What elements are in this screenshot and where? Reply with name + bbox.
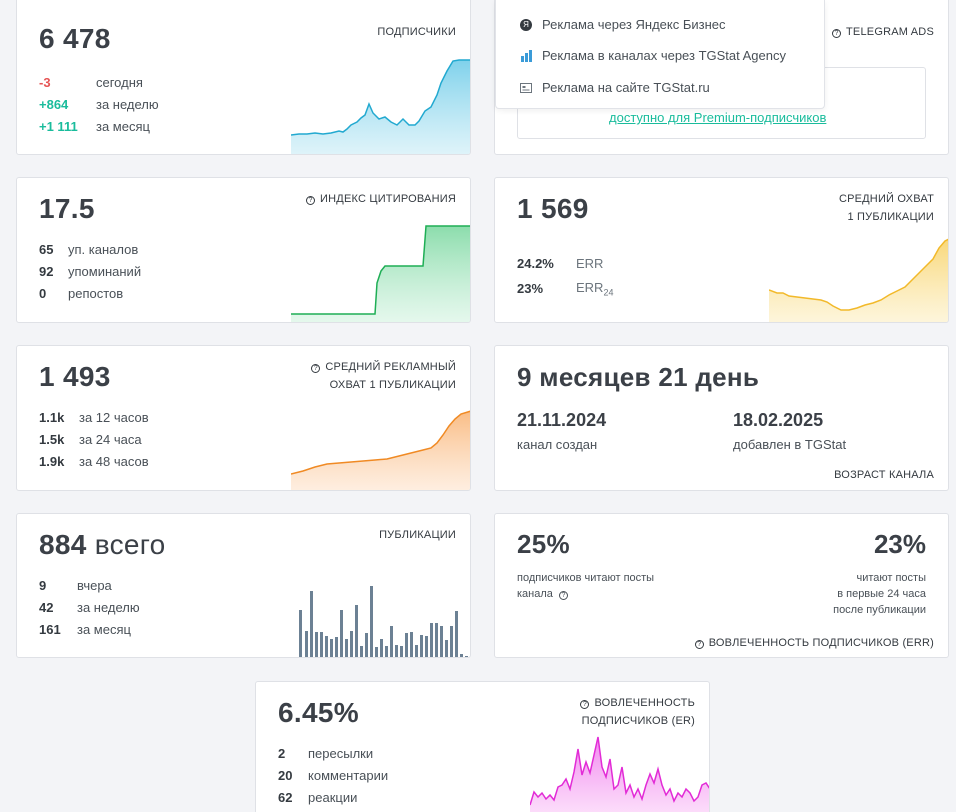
stat-row-mentions: 92 упоминаний	[39, 263, 142, 279]
avg-reach-label: средний охват 1 публикации	[838, 193, 934, 223]
citation-stats: 65 уп. каналов 92 упоминаний 0 репостов	[39, 238, 141, 304]
telegram-ads-label: ? telegram ads	[832, 23, 934, 41]
help-icon[interactable]: ?	[558, 591, 568, 600]
subscribers-sparkline	[291, 59, 470, 154]
stat-row-err24: 23% ERR24	[517, 279, 614, 298]
er-label: ? вовлеченность подписчиков (ER)	[580, 697, 695, 727]
stat-row-48h: 1.9k за 48 часов	[39, 453, 149, 469]
menu-item-tgstat-site[interactable]: Реклама на сайте TGStat.ru	[520, 80, 710, 95]
publications-label: публикации	[379, 529, 456, 541]
ad-reach-stats: 1.1k за 12 часов 1.5k за 24 часа 1.9k за 48…	[39, 406, 149, 472]
ads-dropdown-menu: Я Реклама через Яндекс Бизнес Реклама в …	[495, 0, 825, 109]
stat-row-week: +864 за неделю	[39, 96, 159, 112]
err-left-text: подписчиков читают посты канала ?	[517, 572, 655, 600]
stat-row-err: 24.2% ERR	[517, 256, 604, 271]
avg-reach-card[interactable]: 1 569 средний охват 1 публикации 24.2% ERR…	[494, 177, 949, 323]
help-icon[interactable]: ?	[694, 640, 704, 649]
er-stats: 2 пересылки 20 комментарии 62 реакции	[278, 742, 388, 808]
help-icon[interactable]: ?	[832, 29, 842, 38]
ad-reach-sparkline	[291, 410, 470, 490]
avg-reach-stats: 24.2% ERR 23% ERR24	[517, 251, 613, 301]
stat-row-12h: 1.1k за 12 часов	[39, 409, 149, 425]
publications-card[interactable]: 884 всего публикации 9 вчера 42 за неделю …	[16, 513, 471, 658]
help-icon[interactable]: ?	[580, 700, 590, 709]
channel-age-value: 9 месяцев 21 день	[517, 362, 760, 392]
citation-label: ? индекс цитирования	[306, 190, 456, 208]
ad-card-icon	[520, 82, 532, 93]
avg-reach-sparkline	[769, 238, 948, 322]
stat-row-month: 161 за месяц	[39, 621, 131, 637]
publications-stats: 9 вчера 42 за неделю 161 за месяц	[39, 574, 140, 640]
er-value: 6.45%	[278, 697, 359, 728]
channel-age-card[interactable]: 9 месяцев 21 день 21.11.2024 канал созда…	[494, 345, 949, 491]
created-label: канал создан	[517, 437, 598, 452]
publications-total: 884 всего	[39, 529, 166, 560]
stat-row-24h: 1.5k за 24 часа	[39, 431, 142, 447]
stat-row-reactions: 62 реакции	[278, 789, 358, 805]
subscribers-stats: -3 сегодня +864 за неделю +1 111 за месяц	[39, 71, 159, 137]
stat-row-month: +1 111 за месяц	[39, 118, 150, 134]
yandex-icon: Я	[520, 18, 532, 31]
subscribers-count: 6 478	[39, 23, 111, 54]
err-right-value: 23%	[873, 529, 926, 559]
added-label: добавлен в TGStat	[733, 437, 847, 452]
avg-reach-value: 1 569	[517, 193, 589, 224]
added-date: 18.02.2025	[733, 410, 824, 430]
err-right-text: читают посты в первые 24 часа после публик…	[833, 572, 926, 616]
citation-index-value: 17.5	[39, 193, 95, 224]
stat-row-channels: 65 уп. каналов	[39, 241, 139, 257]
premium-link[interactable]: доступно для Premium-подписчиков	[609, 110, 827, 125]
stat-row-comments: 20 комментарии	[278, 767, 389, 783]
err-card[interactable]: 25% подписчиков читают посты канала ? 23%…	[494, 513, 949, 658]
ad-reach-label: ? средний рекламный охват 1 публикации	[311, 358, 456, 394]
tgstat-agency-icon	[521, 49, 532, 62]
stat-row-yesterday: 9 вчера	[39, 577, 112, 593]
help-icon[interactable]: ?	[311, 364, 321, 373]
created-date: 21.11.2024	[517, 410, 607, 430]
ad-reach-card[interactable]: 1 493 ? средний рекламный охват 1 публикац…	[16, 345, 471, 491]
menu-item-tgstat-agency[interactable]: Реклама в каналах через TGStat Agency	[520, 48, 786, 63]
err-label: ? вовлеченность подписчиков (ERR)	[694, 634, 934, 652]
subscribers-label: подписчики	[377, 26, 456, 38]
subscribers-card[interactable]: 6 478 подписчики -3 сегодня +864 за неделю…	[16, 0, 471, 155]
stat-row-week: 42 за неделю	[39, 599, 140, 615]
channel-age-label: возраст канала	[834, 469, 934, 481]
err-left-value: 25%	[517, 529, 570, 559]
help-icon[interactable]: ?	[306, 196, 316, 205]
menu-item-yandex[interactable]: Я Реклама через Яндекс Бизнес	[520, 17, 726, 32]
er-card[interactable]: 6.45% ? вовлеченность подписчиков (ER) 2 пе…	[255, 681, 710, 812]
stat-row-reposts: 0 репостов	[39, 285, 124, 301]
stat-row-forwards: 2 пересылки	[278, 745, 374, 761]
citation-sparkline	[291, 225, 470, 322]
stat-row-today: -3 сегодня	[39, 74, 143, 90]
ad-reach-value: 1 493	[39, 361, 111, 392]
er-sparkline	[530, 736, 709, 812]
citation-card[interactable]: 17.5 ? индекс цитирования 65 уп. каналов 9…	[16, 177, 471, 323]
publications-bar-chart	[299, 586, 468, 657]
